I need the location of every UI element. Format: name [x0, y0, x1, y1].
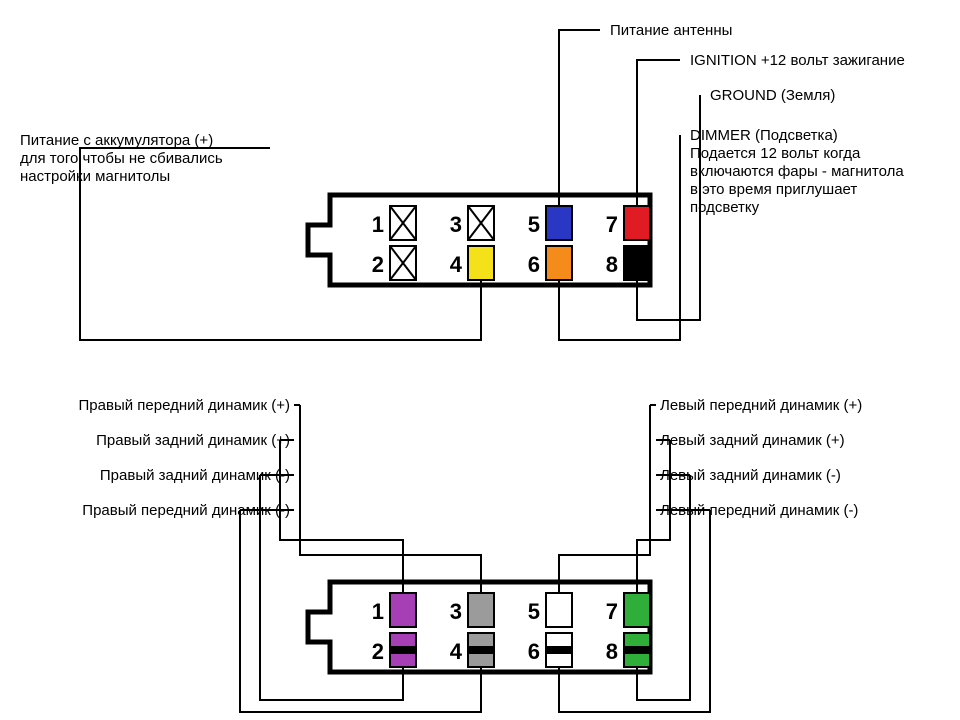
pin-number: 4 [450, 639, 463, 664]
label: настройки магнитолы [20, 168, 170, 185]
pin-number: 6 [528, 252, 540, 277]
pin-number: 1 [372, 599, 384, 624]
pin-8 [624, 246, 650, 280]
label: для того чтобы не сбивались [20, 150, 223, 167]
pin-number: 7 [606, 212, 618, 237]
label: Питание антенны [610, 22, 732, 39]
label: Питание с аккумулятора (+) [20, 132, 213, 149]
pin-number: 7 [606, 599, 618, 624]
pin-5 [546, 206, 572, 240]
label: IGNITION +12 вольт зажигание [690, 52, 905, 69]
label: в это время приглушает [690, 181, 857, 198]
leader-line [637, 60, 680, 206]
label: DIMMER (Подсветка) [690, 127, 838, 144]
pin-stripe [390, 646, 416, 654]
pin-number: 3 [450, 599, 462, 624]
pin-number: 6 [528, 639, 540, 664]
pin-number: 1 [372, 212, 384, 237]
pin-4 [468, 246, 494, 280]
label: Подается 12 вольт когда [690, 145, 861, 162]
pin-3 [468, 593, 494, 627]
leader-line [559, 30, 600, 206]
label: Правый передний динамик (+) [79, 397, 290, 414]
pin-6 [546, 246, 572, 280]
pin-number: 3 [450, 212, 462, 237]
pin-1 [390, 593, 416, 627]
pin-stripe [624, 646, 650, 654]
label: Левый передний динамик (+) [660, 397, 862, 414]
pin-number: 5 [528, 212, 540, 237]
pin-stripe [468, 646, 494, 654]
label: GROUND (Земля) [710, 87, 835, 104]
pin-number: 2 [372, 639, 384, 664]
pin-7 [624, 593, 650, 627]
pin-stripe [546, 646, 572, 654]
pin-number: 8 [606, 252, 618, 277]
pin-number: 4 [450, 252, 463, 277]
pin-5 [546, 593, 572, 627]
label: Правый задний динамик (+) [96, 432, 290, 449]
leader-line [300, 405, 481, 593]
pin-number: 2 [372, 252, 384, 277]
pin-7 [624, 206, 650, 240]
pin-number: 5 [528, 599, 540, 624]
label: включаются фары - магнитола [690, 163, 904, 180]
label: Левый задний динамик (+) [660, 432, 845, 449]
leader-line [280, 440, 403, 593]
leader-line [559, 135, 680, 340]
wiring-diagram: 1 3 5 7 2 4 6 8 Питание антенны IGNITION +12 воль… [0, 0, 960, 720]
label: подсветку [690, 199, 760, 216]
pin-number: 8 [606, 639, 618, 664]
